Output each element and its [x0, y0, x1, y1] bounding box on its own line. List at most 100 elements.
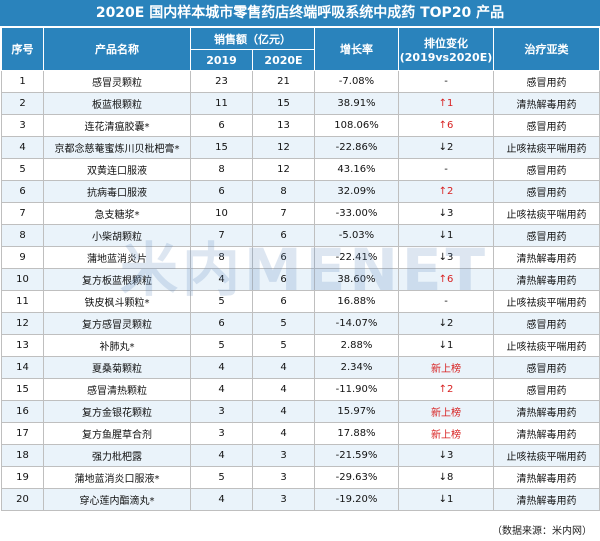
cell-sales-2020: 4: [252, 400, 315, 423]
cell-rank: 19: [1, 466, 44, 489]
cell-product-name: 蒲地蓝消炎片: [43, 246, 191, 269]
cell-growth: 108.06%: [314, 114, 399, 137]
cell-category: 止咳祛痰平喘用药: [493, 290, 600, 313]
cell-sales-2019: 5: [190, 466, 253, 489]
cell-rank-change: ↓2: [398, 312, 494, 335]
cell-sales-2019: 4: [190, 378, 253, 401]
cell-category: 清热解毒用药: [493, 466, 600, 489]
table-row: 1 感冒灵颗粒 23 21 -7.08% - 感冒用药: [1, 70, 600, 93]
cell-category: 清热解毒用药: [493, 268, 600, 291]
table-title: 2020E 国内样本城市零售药店终端呼吸系统中成药 TOP20 产品: [0, 0, 600, 26]
cell-product-name: 复方鱼腥草合剂: [43, 422, 191, 445]
cell-rank-change: ↓3: [398, 246, 494, 269]
cell-growth: 2.88%: [314, 334, 399, 357]
cell-sales-2020: 4: [252, 422, 315, 445]
cell-growth: 43.16%: [314, 158, 399, 181]
cell-sales-2020: 6: [252, 246, 315, 269]
cell-product-name: 夏桑菊颗粒: [43, 356, 191, 379]
cell-rank: 6: [1, 180, 44, 203]
header-2019: 2019: [190, 49, 253, 71]
cell-rank-change: 新上榜: [398, 422, 494, 445]
cell-rank: 15: [1, 378, 44, 401]
cell-category: 清热解毒用药: [493, 92, 600, 115]
cell-product-name: 京都念慈菴蜜炼川贝枇杷膏*: [43, 136, 191, 159]
table-row: 12 复方感冒灵颗粒 6 5 -14.07% ↓2 感冒用药: [1, 312, 600, 335]
table-row: 5 双黄连口服液 8 12 43.16% - 感冒用药: [1, 158, 600, 181]
cell-sales-2020: 3: [252, 466, 315, 489]
cell-sales-2020: 12: [252, 136, 315, 159]
cell-sales-2019: 15: [190, 136, 253, 159]
cell-growth: -14.07%: [314, 312, 399, 335]
cell-sales-2019: 6: [190, 114, 253, 137]
cell-sales-2019: 4: [190, 356, 253, 379]
table-row: 6 抗病毒口服液 6 8 32.09% ↑2 感冒用药: [1, 180, 600, 203]
cell-rank: 2: [1, 92, 44, 115]
cell-product-name: 感冒灵颗粒: [43, 70, 191, 93]
cell-sales-2020: 3: [252, 444, 315, 467]
table-row: 15 感冒清热颗粒 4 4 -11.90% ↑2 感冒用药: [1, 378, 600, 401]
table-row: 11 铁皮枫斗颗粒* 5 6 16.88% - 止咳祛痰平喘用药: [1, 290, 600, 313]
table-row: 13 补肺丸* 5 5 2.88% ↓1 止咳祛痰平喘用药: [1, 334, 600, 357]
cell-sales-2019: 3: [190, 400, 253, 423]
header-rank-change-label: 排位变化: [424, 36, 468, 50]
cell-growth: 17.88%: [314, 422, 399, 445]
cell-product-name: 蒲地蓝消炎口服液*: [43, 466, 191, 489]
header-growth: 增长率: [314, 27, 399, 71]
cell-sales-2020: 15: [252, 92, 315, 115]
cell-sales-2020: 21: [252, 70, 315, 93]
cell-sales-2019: 8: [190, 158, 253, 181]
cell-product-name: 补肺丸*: [43, 334, 191, 357]
cell-sales-2019: 4: [190, 444, 253, 467]
cell-sales-2019: 4: [190, 488, 253, 511]
cell-rank-change: ↓3: [398, 444, 494, 467]
header-rank: 序号: [1, 27, 44, 71]
cell-sales-2019: 8: [190, 246, 253, 269]
cell-product-name: 强力枇杷露: [43, 444, 191, 467]
table-row: 18 强力枇杷露 4 3 -21.59% ↓3 止咳祛痰平喘用药: [1, 444, 600, 467]
cell-rank-change: ↓2: [398, 136, 494, 159]
table-row: 19 蒲地蓝消炎口服液* 5 3 -29.63% ↓8 清热解毒用药: [1, 466, 600, 489]
cell-rank-change: ↓3: [398, 202, 494, 225]
cell-growth: -11.90%: [314, 378, 399, 401]
cell-product-name: 板蓝根颗粒: [43, 92, 191, 115]
header-rank-change: 排位变化 (2019vs2020E): [398, 27, 494, 71]
cell-rank-change: -: [398, 158, 494, 181]
cell-growth: 38.91%: [314, 92, 399, 115]
cell-sales-2020: 8: [252, 180, 315, 203]
cell-category: 感冒用药: [493, 312, 600, 335]
cell-sales-2019: 5: [190, 334, 253, 357]
cell-rank: 11: [1, 290, 44, 313]
table-row: 4 京都念慈菴蜜炼川贝枇杷膏* 15 12 -22.86% ↓2 止咳祛痰平喘用药: [1, 136, 600, 159]
cell-rank-change: -: [398, 290, 494, 313]
cell-rank: 18: [1, 444, 44, 467]
cell-growth: -21.59%: [314, 444, 399, 467]
cell-category: 感冒用药: [493, 114, 600, 137]
table-row: 2 板蓝根颗粒 11 15 38.91% ↑1 清热解毒用药: [1, 92, 600, 115]
cell-rank-change: ↓1: [398, 334, 494, 357]
cell-category: 清热解毒用药: [493, 246, 600, 269]
cell-sales-2019: 6: [190, 312, 253, 335]
table-row: 16 复方金银花颗粒 3 4 15.97% 新上榜 清热解毒用药: [1, 400, 600, 423]
table-row: 7 急支糖浆* 10 7 -33.00% ↓3 止咳祛痰平喘用药: [1, 202, 600, 225]
cell-growth: 38.60%: [314, 268, 399, 291]
cell-rank-change: ↑6: [398, 114, 494, 137]
cell-sales-2019: 7: [190, 224, 253, 247]
cell-category: 感冒用药: [493, 356, 600, 379]
cell-rank: 12: [1, 312, 44, 335]
cell-sales-2020: 3: [252, 488, 315, 511]
cell-category: 止咳祛痰平喘用药: [493, 136, 600, 159]
cell-growth: 16.88%: [314, 290, 399, 313]
cell-rank: 4: [1, 136, 44, 159]
table-row: 10 复方板蓝根颗粒 4 6 38.60% ↑6 清热解毒用药: [1, 268, 600, 291]
table-row: 14 夏桑菊颗粒 4 4 2.34% 新上榜 感冒用药: [1, 356, 600, 379]
cell-growth: -19.20%: [314, 488, 399, 511]
cell-rank: 17: [1, 422, 44, 445]
cell-growth: -5.03%: [314, 224, 399, 247]
cell-category: 感冒用药: [493, 224, 600, 247]
cell-rank: 16: [1, 400, 44, 423]
cell-category: 止咳祛痰平喘用药: [493, 334, 600, 357]
cell-sales-2020: 5: [252, 334, 315, 357]
cell-category: 感冒用药: [493, 378, 600, 401]
cell-rank-change: ↑2: [398, 180, 494, 203]
cell-sales-2019: 11: [190, 92, 253, 115]
